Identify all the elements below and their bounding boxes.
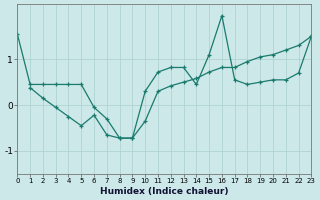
X-axis label: Humidex (Indice chaleur): Humidex (Indice chaleur) <box>100 187 228 196</box>
